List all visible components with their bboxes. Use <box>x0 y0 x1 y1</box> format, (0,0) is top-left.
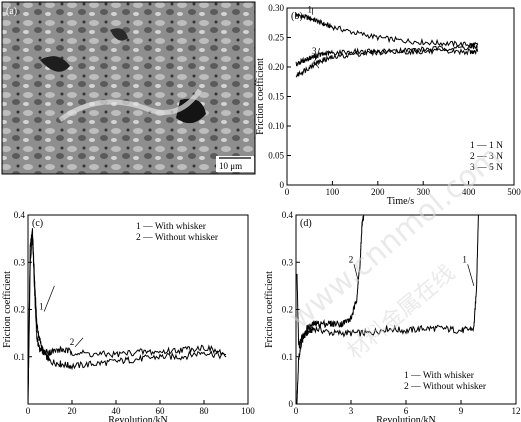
legend-entry: 2 — Without whisker <box>404 382 487 392</box>
y-tick-label: 0.4 <box>282 210 294 220</box>
sem-image <box>1 1 256 175</box>
scale-bar-label: 10 μm <box>219 161 242 171</box>
x-tick-label: 500 <box>507 187 521 197</box>
legend-entry: 1 — 1 N <box>470 141 503 151</box>
y-axis-label: Friction coefficient <box>264 271 275 348</box>
series-number-label: 2 <box>70 337 75 347</box>
sem-pore <box>110 28 128 41</box>
sem-pore <box>40 56 70 72</box>
y-tick-label: 0.3 <box>282 257 294 267</box>
y-tick-label: 0.10 <box>268 121 284 131</box>
series-line-3 <box>295 47 479 67</box>
x-tick-label: 20 <box>68 406 78 416</box>
y-tick-label: 0 <box>280 180 285 190</box>
y-axis-label: Friction coefficient <box>255 58 266 135</box>
x-tick-label: 100 <box>326 187 340 197</box>
watermark: www.cnnmol.com 材料金属在线 <box>283 139 508 364</box>
x-axis-label: Revolution/kN <box>108 415 167 422</box>
y-tick-label: 0.1 <box>14 352 25 362</box>
panel-label: (b) <box>291 11 303 22</box>
series-leader-line <box>316 48 321 57</box>
y-axis-label: Friction coefficient <box>2 271 13 348</box>
panel-a-label: (a) <box>6 6 17 17</box>
x-tick-label: 60 <box>156 406 166 416</box>
legend-entry: 2 — 3 N <box>470 152 503 162</box>
y-tick-label: 0 <box>289 399 294 409</box>
x-tick-label: 0 <box>285 187 290 197</box>
y-tick-label: 0.15 <box>268 92 284 102</box>
y-tick-label: 0.3 <box>14 257 26 267</box>
y-tick-label: 0.2 <box>14 305 25 315</box>
x-tick-label: 3 <box>349 406 354 416</box>
series-number-label: 2 <box>349 254 354 264</box>
series-number-label: 1 <box>39 302 44 312</box>
legend-entry: 1 — With whisker <box>136 222 207 232</box>
scale-bar: 10 μm <box>216 156 254 172</box>
y-tick-label: 0.4 <box>14 210 26 220</box>
panel-b-chart: 0 100 200 300 400 500 0 0.05 0.10 0.15 0.20 0.25 0.3… <box>255 3 521 207</box>
x-axis-label: Time/s <box>387 196 415 207</box>
plot-frame <box>27 214 249 405</box>
x-tick-label: 12 <box>512 406 521 416</box>
y-tick-label: 0.05 <box>268 151 284 161</box>
x-tick-label: 200 <box>371 187 385 197</box>
legend-entry: 1 — With whisker <box>404 371 475 381</box>
panel-d-chart: 0 3 6 9 1200.10.20.30.4Revolution/kNFriction… <box>264 210 521 422</box>
series-number-label: 1 <box>307 5 312 15</box>
series-number-label: 1 <box>462 254 467 264</box>
y-tick-label: 0.25 <box>268 33 284 43</box>
y-tick-label: 0.1 <box>282 352 293 362</box>
series-line-2 <box>296 215 365 404</box>
panel-label: (c) <box>32 218 43 229</box>
x-tick-label: 80 <box>200 406 210 416</box>
y-tick-label: 0.20 <box>268 62 284 72</box>
series-number-label: 3 <box>312 46 317 56</box>
series-leader-line <box>43 285 55 312</box>
series-leader-line <box>74 337 84 348</box>
panel-c-chart: 0 20 40 60 80 100 0.1 0.2 0.3 0.4 Revolution/kN Fri… <box>2 210 255 422</box>
series-number-label: 2 <box>312 55 317 65</box>
sem-ridge <box>58 88 203 123</box>
series-line-2 <box>295 43 478 78</box>
series-leader-line <box>467 264 475 286</box>
x-axis-label: Revolution/kN <box>376 415 435 422</box>
legend-entry: 2 — Without whisker <box>136 233 219 243</box>
x-tick-label: 300 <box>416 187 430 197</box>
x-tick-label: 9 <box>459 406 464 416</box>
x-tick-label: 6 <box>404 406 409 416</box>
series-leader-line <box>316 65 320 69</box>
x-tick-label: 100 <box>241 406 255 416</box>
x-tick-label: 0 <box>26 406 31 416</box>
panel-a: (a) 10 μm <box>1 1 256 175</box>
y-tick-label: 0.30 <box>268 3 284 13</box>
panel-label: (d) <box>300 218 312 229</box>
x-tick-label: 400 <box>462 187 476 197</box>
x-tick-label: 0 <box>294 406 299 416</box>
legend-entry: 3 — 5 N <box>470 163 503 173</box>
y-tick-label: 0.2 <box>282 305 293 315</box>
series-leader-line <box>353 264 359 282</box>
series-line-1 <box>295 12 479 48</box>
x-tick-label: 40 <box>112 406 122 416</box>
series-line-2 <box>28 233 227 404</box>
series-line-1 <box>28 228 227 404</box>
